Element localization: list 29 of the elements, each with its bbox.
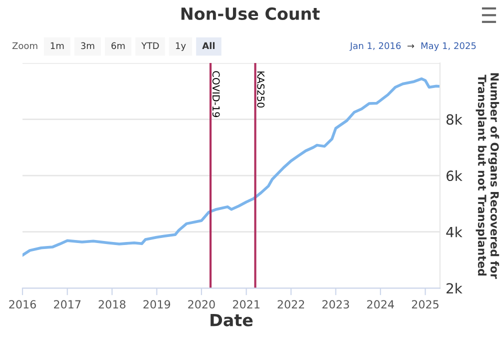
text: → bbox=[408, 44, 414, 48]
x-tick-label: 2024 bbox=[367, 300, 394, 309]
x-tick-label: 2023 bbox=[322, 300, 349, 309]
x-tick-label: 2021 bbox=[232, 300, 260, 309]
text: 6m bbox=[112, 42, 125, 50]
y-axis-title: Number of Organs Recovered for Transplant but not Transplanted bbox=[476, 73, 500, 279]
ref-line-label: KAS250 bbox=[257, 72, 264, 108]
text: 3m bbox=[81, 42, 94, 50]
x-tick-label: 2018 bbox=[98, 300, 126, 309]
x-tick-label: 2017 bbox=[54, 300, 81, 309]
x-tick-label: 2019 bbox=[143, 300, 170, 309]
y-tick-label: 8k bbox=[446, 114, 462, 125]
x-tick-label: 2025 bbox=[412, 300, 438, 309]
text: 1m bbox=[50, 42, 64, 49]
chart-title: Non-Use Count bbox=[181, 7, 320, 20]
text: YTD bbox=[141, 42, 159, 49]
ref-line-label: COVID-19 bbox=[212, 71, 220, 118]
y-tick-label: 2k bbox=[446, 282, 462, 294]
x-tick-label: 2016 bbox=[9, 300, 36, 309]
x-tick-label: 2020 bbox=[188, 300, 215, 309]
text: May 1, 2025 bbox=[421, 42, 476, 51]
text: Zoom bbox=[12, 42, 38, 50]
text: Jan 1, 2016 bbox=[350, 42, 401, 51]
y-tick-label: 6k bbox=[446, 170, 462, 182]
x-tick-label: 2022 bbox=[278, 300, 304, 309]
x-axis-title: Date bbox=[210, 314, 253, 326]
text: All bbox=[202, 42, 215, 49]
text: 1y bbox=[176, 42, 186, 51]
y-tick-label: 4k bbox=[446, 226, 462, 238]
